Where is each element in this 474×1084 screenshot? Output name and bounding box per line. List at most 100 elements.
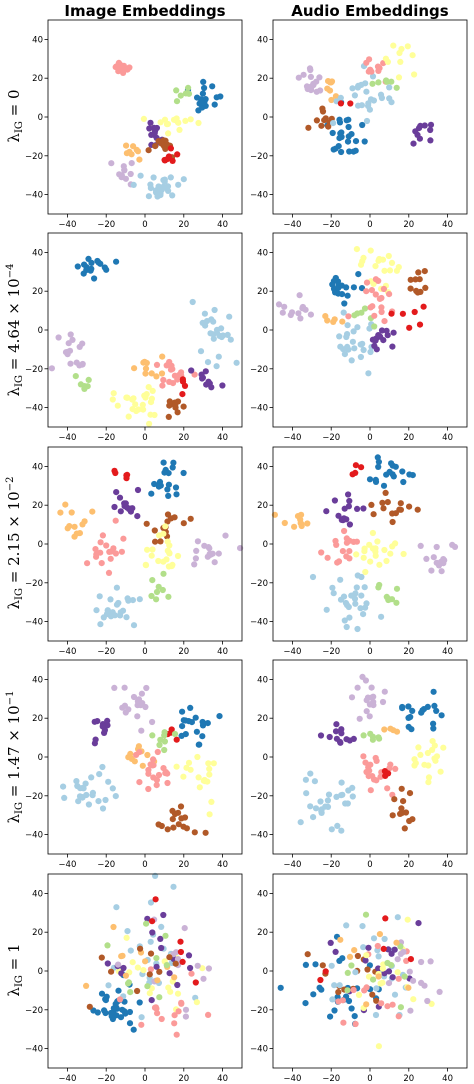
point-dark_blue: [433, 707, 440, 715]
point-light_blue: [353, 584, 360, 591]
point-orange: [337, 936, 344, 943]
point-dark_blue: [372, 478, 380, 485]
point-brown: [146, 971, 153, 978]
point-yellow: [210, 760, 217, 767]
x-tick-label: 20: [178, 220, 189, 230]
point-yellow: [201, 778, 209, 785]
point-yellow: [398, 45, 405, 53]
point-orange: [57, 509, 64, 516]
point-purple: [354, 505, 361, 512]
point-purple: [127, 505, 134, 512]
point-yellow: [162, 523, 169, 530]
point-light_blue: [360, 346, 367, 354]
point-lavender: [299, 303, 306, 311]
point-pink: [363, 984, 370, 991]
point-brown: [406, 503, 413, 510]
point-yellow: [374, 538, 381, 545]
point-pink: [169, 380, 177, 387]
point-dark_blue: [199, 90, 206, 97]
point-dark_blue: [81, 261, 88, 268]
point-red: [399, 310, 406, 317]
x-tick-label: 0: [142, 647, 147, 657]
point-red: [352, 469, 359, 476]
point-light_blue: [345, 603, 352, 611]
point-light_blue: [367, 348, 374, 356]
point-brown: [398, 809, 406, 817]
point-light_blue: [117, 609, 124, 616]
point-dark_blue: [83, 267, 90, 274]
point-dark_blue: [213, 94, 220, 101]
point-brown: [397, 506, 404, 513]
x-tick-label: −20: [97, 860, 115, 870]
point-orange: [126, 148, 133, 155]
point-light_blue: [130, 181, 137, 188]
y-tick-label: −40: [250, 831, 268, 841]
point-yellow: [206, 771, 213, 778]
x-tick-label: −40: [58, 1074, 76, 1084]
point-pink: [362, 759, 369, 766]
point-lavender: [307, 73, 314, 80]
point-dark_blue: [180, 717, 187, 724]
point-light_blue: [204, 359, 212, 366]
point-light_blue: [113, 904, 120, 911]
point-red: [177, 948, 184, 956]
point-orange: [393, 939, 400, 946]
point-light_green: [161, 746, 168, 754]
scatter-panel-4-0: −40 −20 0 20 40 −40 −20 0 20 40: [25, 872, 243, 1084]
point-light_green: [371, 323, 378, 330]
point-yellow: [165, 130, 172, 137]
point-dark_blue: [400, 478, 407, 486]
point-lavender: [194, 962, 201, 969]
point-light_blue: [345, 346, 352, 353]
point-light_blue: [170, 883, 177, 890]
x-tick-label: 20: [403, 433, 414, 443]
point-pink: [136, 749, 143, 756]
point-lavender: [356, 715, 363, 722]
point-purple: [365, 944, 372, 951]
point-dark_blue: [310, 991, 317, 998]
point-yellow: [355, 991, 363, 999]
point-dark_blue: [438, 712, 445, 719]
point-brown: [152, 538, 159, 545]
point-purple: [116, 494, 124, 501]
y-tick-label: 20: [257, 928, 268, 938]
point-light_blue: [111, 612, 119, 619]
point-purple: [188, 367, 195, 374]
point-yellow: [395, 74, 403, 81]
point-light_green: [375, 79, 382, 86]
point-yellow: [132, 401, 139, 408]
point-yellow: [367, 247, 374, 254]
point-purple: [187, 964, 194, 972]
point-pink: [381, 318, 388, 325]
point-lavender: [281, 303, 288, 310]
point-yellow: [196, 784, 203, 791]
point-orange: [390, 727, 397, 734]
point-brown: [171, 514, 178, 521]
point-light_blue: [99, 805, 107, 812]
point-light_blue: [96, 771, 103, 778]
point-light_green: [384, 959, 391, 967]
point-brown: [354, 952, 361, 960]
point-pink: [363, 279, 371, 286]
point-light_blue: [337, 343, 344, 350]
point-dark_blue: [389, 471, 396, 478]
point-light_blue: [369, 73, 377, 80]
point-purple: [341, 505, 348, 512]
point-brown: [169, 816, 176, 823]
point-light_green: [362, 911, 370, 918]
axes-frame: [47, 446, 243, 642]
point-lavender: [138, 690, 145, 697]
point-brown: [166, 398, 173, 405]
scatter-panel-1-1: −40 −20 0 20 40 −40 −20 0 20 40: [250, 232, 468, 443]
col-title-image: Image Embeddings: [64, 2, 226, 20]
point-dark_blue: [88, 259, 95, 266]
points: [295, 42, 435, 156]
point-purple: [331, 497, 338, 504]
point-purple: [389, 974, 396, 981]
x-tick-label: −20: [322, 1074, 340, 1084]
point-dark_blue: [399, 705, 406, 712]
point-red: [411, 308, 418, 316]
axes-frame: [272, 19, 468, 215]
point-yellow: [377, 980, 384, 987]
